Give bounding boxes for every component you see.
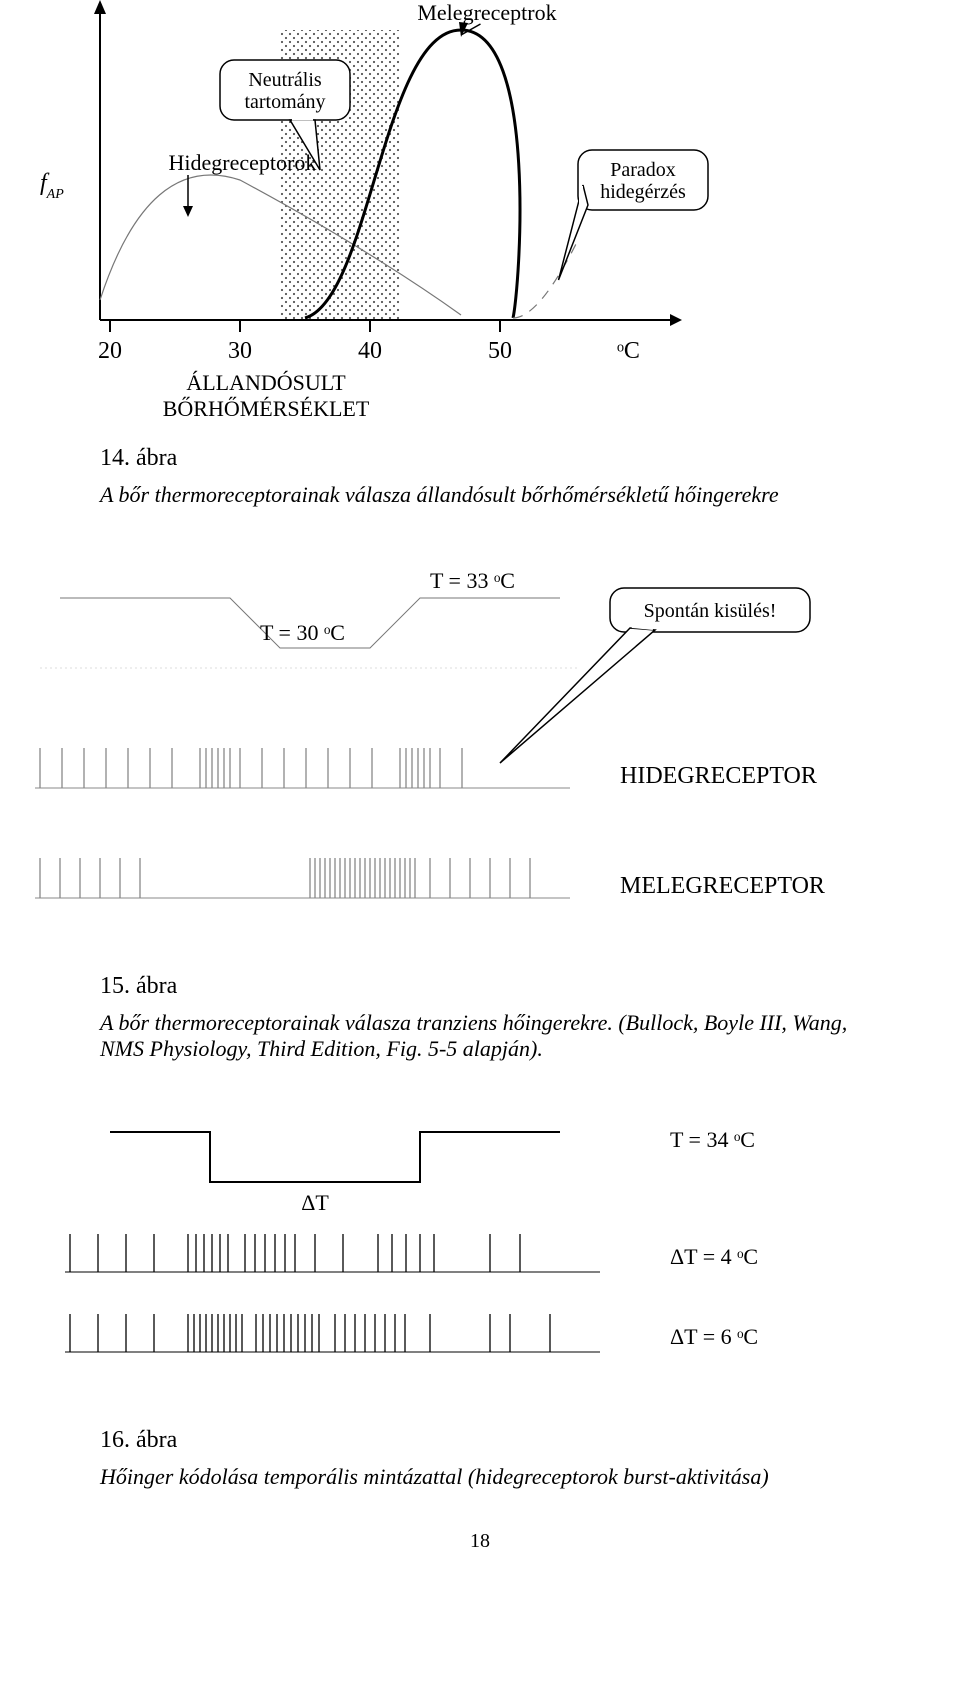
svg-text:hidegérzés: hidegérzés: [600, 181, 686, 203]
row-label: ΔT = 6 ᵒC: [670, 1324, 758, 1349]
xtick-label: 20: [98, 338, 122, 364]
cold-receptor-track-label: HIDEGRECEPTOR: [620, 763, 817, 789]
fig15-label: 15. ábra: [100, 973, 960, 1000]
fig14-chart: 20 30 40 50 ᵒC ÁLLANDÓSULTBŐRHŐMÉRSÉKLET fAP Me…: [0, 0, 960, 430]
fig16-caption: Hőinger kódolása temporális mintázattal …: [100, 1464, 880, 1490]
svg-text:Neutrális: Neutrális: [248, 69, 322, 91]
svg-text:Paradox: Paradox: [610, 159, 676, 181]
y-axis-label: fAP: [40, 170, 64, 202]
fig16-label: 16. ábra: [100, 1427, 960, 1454]
fig14-label: 14. ábra: [100, 445, 960, 472]
fig16-chart: ΔT T = 34 ᵒC ΔT = 4 ᵒC ΔT = 6 ᵒC: [0, 1092, 960, 1412]
xunit-label: ᵒC: [617, 338, 640, 364]
t-low-label: T = 30 ᵒC: [260, 620, 345, 645]
fig15-caption: A bőr thermoreceptorainak válasza tranzi…: [100, 1010, 880, 1062]
page: 20 30 40 50 ᵒC ÁLLANDÓSULTBŐRHŐMÉRSÉKLET fAP Me…: [0, 0, 960, 1613]
t-base-label: T = 34 ᵒC: [670, 1127, 755, 1152]
row-label: ΔT = 4 ᵒC: [670, 1244, 758, 1269]
warm-receptor-label: Melegreceptrok: [417, 0, 556, 25]
stimulus-trace: [110, 1132, 560, 1182]
xtick-label: 30: [228, 338, 252, 364]
xaxis-title-top: ÁLLANDÓSULT: [186, 370, 346, 395]
xtick-label: 50: [488, 338, 512, 364]
xtick-label: 40: [358, 338, 382, 364]
fig14-caption: A bőr thermoreceptorainak válasza álland…: [100, 482, 880, 508]
svg-text:Spontán kisülés!: Spontán kisülés!: [644, 600, 777, 622]
warm-receptor-track-label: MELEGRECEPTOR: [620, 873, 825, 899]
xaxis-title-bottom: BŐRHŐMÉRSÉKLET: [163, 396, 370, 421]
svg-text:tartomány: tartomány: [244, 91, 325, 113]
page-number: 18: [0, 1530, 960, 1553]
t-high-label: T = 33 ᵒC: [430, 568, 515, 593]
fig15-chart: T = 33 ᵒC T = 30 ᵒC Spontán kisülés! HIDEGR…: [0, 538, 960, 958]
cold-receptor-label: Hidegreceptorok: [169, 150, 317, 175]
delta-t-label: ΔT: [301, 1190, 329, 1215]
